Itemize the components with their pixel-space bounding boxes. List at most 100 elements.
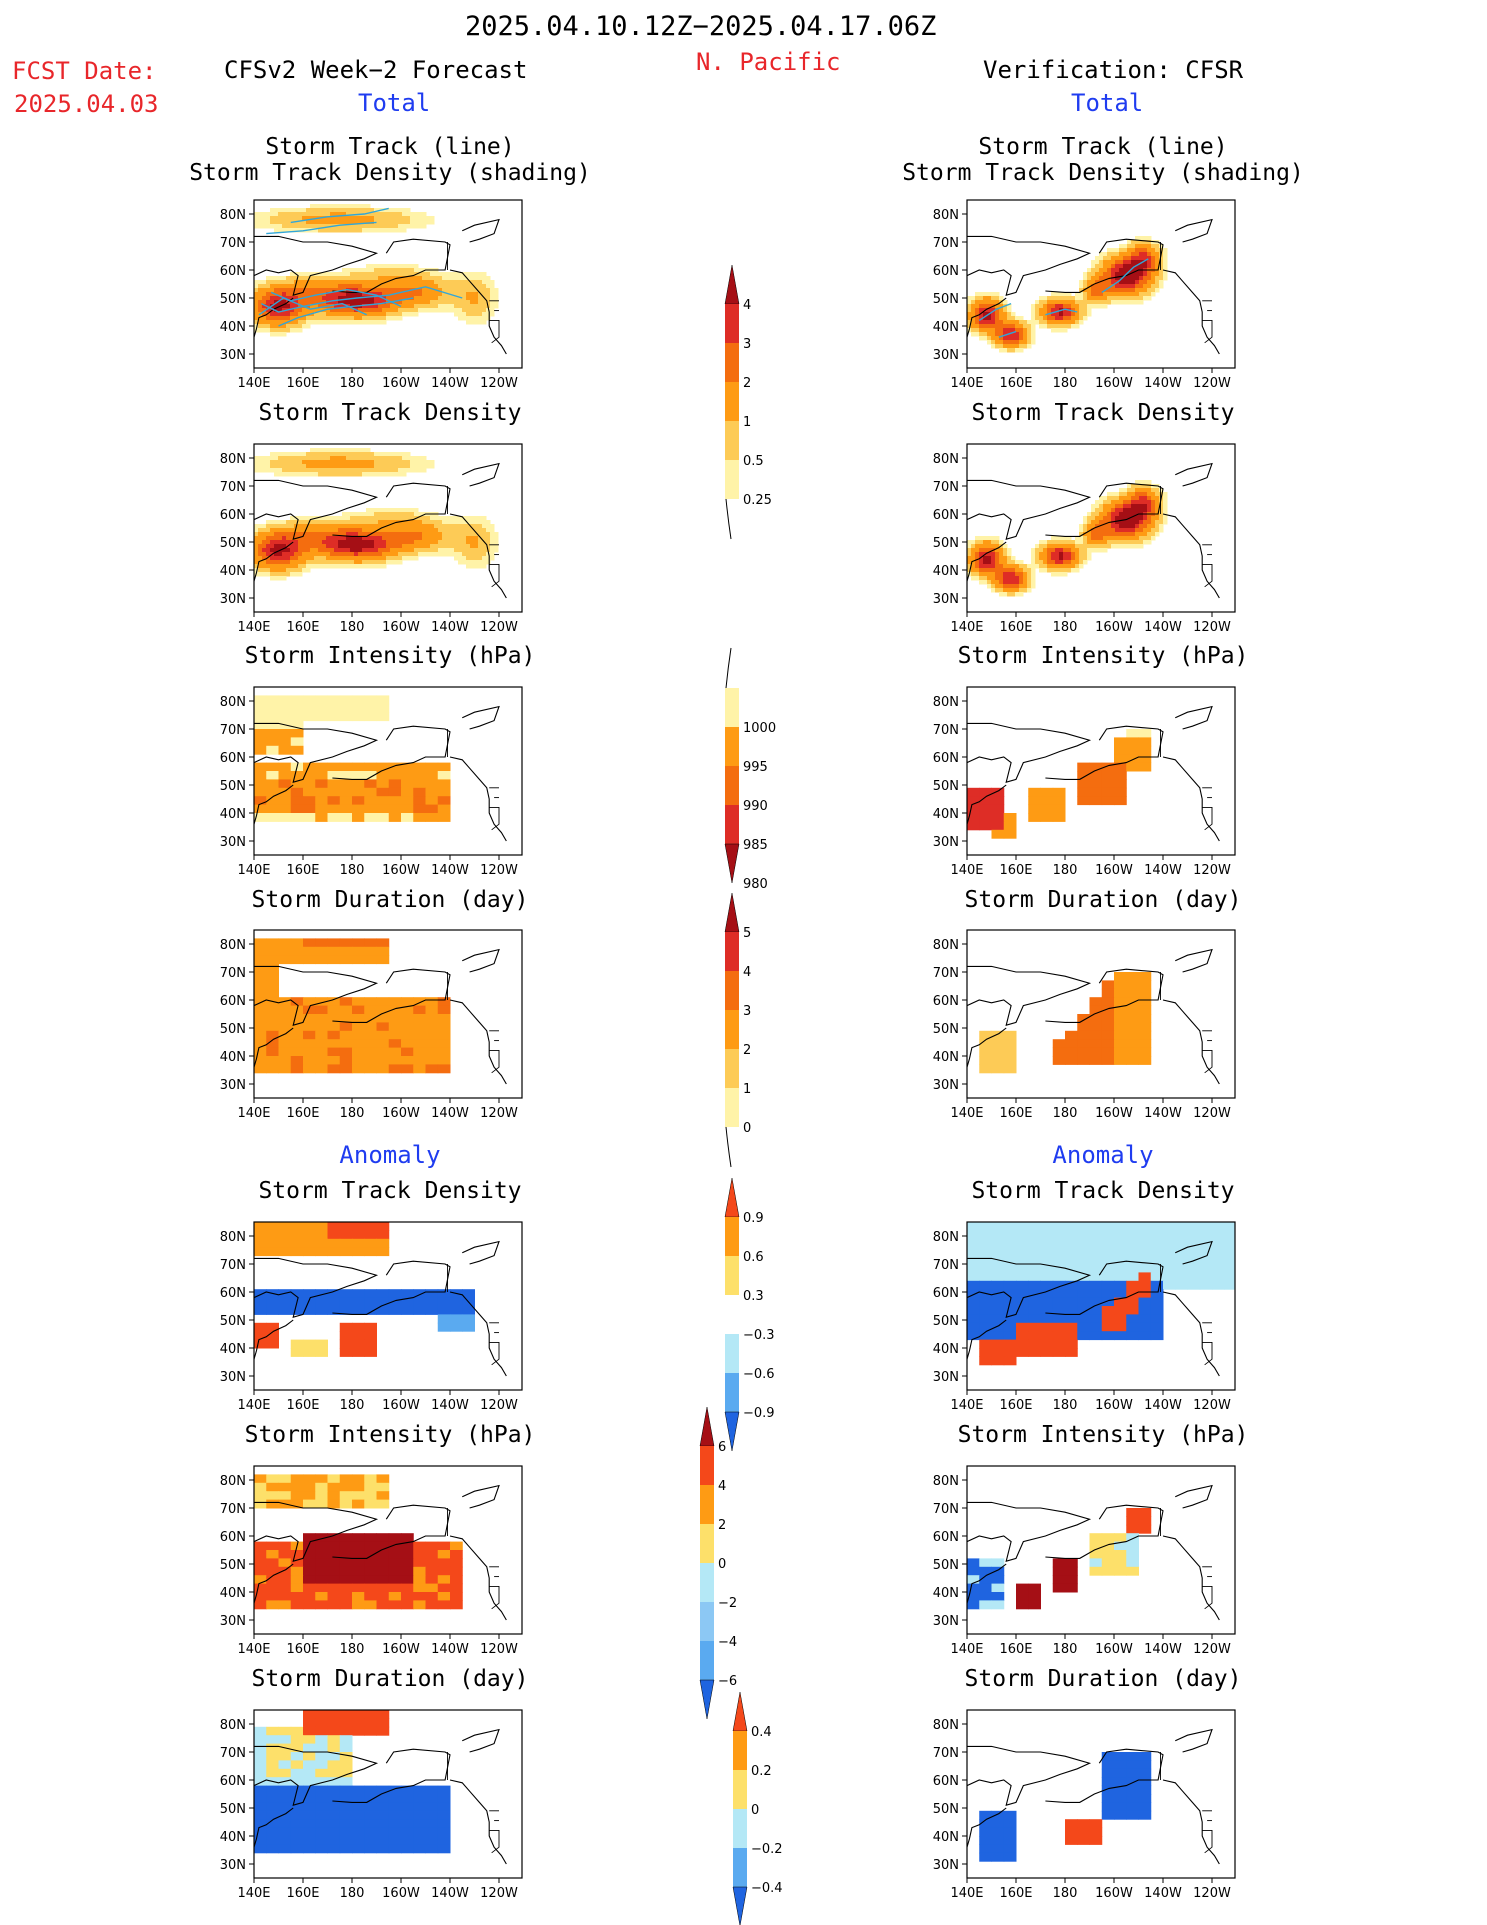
map-panel: 80N 70N 60N 50N 40N 30N 140E 160E 180 160W 140W 120…	[220, 443, 523, 635]
colorbar-label: 1	[743, 1082, 751, 1097]
right-anomaly-label: Anomaly	[1052, 1141, 1154, 1169]
lat-tick-label: 70N	[220, 236, 246, 251]
lon-tick-label: 180	[340, 1642, 365, 1657]
lat-tick-label: 70N	[220, 1746, 246, 1761]
lon-tick-label: 140E	[950, 620, 983, 635]
lon-tick-label: 160E	[286, 1886, 319, 1901]
lon-tick-label: 120W	[480, 1642, 518, 1657]
map-panel: 80N 70N 60N 50N 40N 30N 140E 160E 180 160W 140W 120…	[220, 929, 523, 1121]
lat-tick-label: 60N	[933, 751, 959, 766]
lon-tick-label: 140W	[1144, 1642, 1182, 1657]
lon-tick-label: 160W	[382, 1886, 420, 1901]
lon-tick-label: 160E	[999, 620, 1032, 635]
colorbar: 5 4 3 2 1 0	[724, 892, 751, 1168]
lat-tick-label: 60N	[933, 264, 959, 279]
lon-tick-label: 120W	[1193, 1398, 1231, 1413]
lon-tick-label: 160W	[1095, 1886, 1133, 1901]
lat-tick-label: 30N	[933, 1370, 959, 1385]
lat-tick-label: 70N	[933, 723, 959, 738]
lon-tick-label: 140W	[1144, 1886, 1182, 1901]
lon-tick-label: 120W	[1193, 376, 1231, 391]
lon-tick-label: 120W	[1193, 1642, 1231, 1657]
lat-tick-label: 30N	[933, 835, 959, 850]
colorbar-label: 4	[743, 298, 751, 313]
lon-tick-label: 160W	[1095, 376, 1133, 391]
lat-tick-label: 80N	[933, 1230, 959, 1245]
colorbar-label: 4	[743, 965, 751, 980]
lat-tick-label: 70N	[220, 723, 246, 738]
lon-tick-label: 140E	[950, 1106, 983, 1121]
lat-tick-label: 40N	[220, 1050, 246, 1065]
lon-tick-label: 140E	[950, 376, 983, 391]
lat-tick-label: 50N	[220, 536, 246, 551]
lat-tick-label: 40N	[220, 1586, 246, 1601]
lon-tick-label: 120W	[480, 376, 518, 391]
lat-tick-label: 80N	[220, 1230, 246, 1245]
colorbar-label: 990	[743, 799, 768, 814]
colorbar-label: 0.25	[743, 493, 772, 508]
panel-title: Storm Track Density	[258, 400, 522, 426]
lon-tick-label: 140E	[950, 1642, 983, 1657]
lat-tick-label: 50N	[933, 1314, 959, 1329]
lat-tick-label: 30N	[220, 1858, 246, 1873]
lon-tick-label: 160E	[286, 1642, 319, 1657]
colorbar: 0.4 0.2 0 −0.2 −0.4	[732, 1691, 783, 1925]
right-total-label: Total	[1071, 89, 1144, 117]
colorbar-label: 0.2	[751, 1764, 772, 1779]
lon-tick-label: 120W	[1193, 1886, 1231, 1901]
lon-tick-label: 140E	[950, 1398, 983, 1413]
panel-title: Storm Track (line)	[265, 134, 515, 160]
lon-tick-label: 140W	[1144, 376, 1182, 391]
lon-tick-label: 120W	[480, 863, 518, 878]
lat-tick-label: 40N	[933, 564, 959, 579]
lat-tick-label: 60N	[220, 264, 246, 279]
lat-tick-label: 30N	[220, 1614, 246, 1629]
lon-tick-label: 140E	[237, 1106, 270, 1121]
lat-tick-label: 40N	[220, 1830, 246, 1845]
lon-tick-label: 160W	[1095, 620, 1133, 635]
colorbar-label: 0	[743, 1121, 751, 1136]
lat-tick-label: 80N	[220, 452, 246, 467]
lat-tick-label: 50N	[933, 1022, 959, 1037]
colorbar-label: 5	[743, 926, 751, 941]
lon-tick-label: 180	[340, 1886, 365, 1901]
lat-tick-label: 60N	[220, 508, 246, 523]
colorbar-label: −2	[718, 1596, 737, 1611]
lon-tick-label: 140E	[237, 1642, 270, 1657]
map-panel: 80N 70N 60N 50N 40N 30N 140E 160E 180 160W 140W 120…	[220, 1221, 523, 1413]
lon-tick-label: 140E	[237, 1886, 270, 1901]
fcst-date-label: FCST Date:	[12, 57, 157, 85]
colorbar: 0.9 0.6 0.3 −0.3 −0.6 −0.9	[724, 1177, 775, 1452]
lon-tick-label: 140W	[1144, 863, 1182, 878]
lon-tick-label: 180	[1053, 1106, 1078, 1121]
map-panel: 80N 70N 60N 50N 40N 30N 140E 160E 180 160W 140W 120…	[933, 1465, 1236, 1657]
panel-title: Storm Track Density	[971, 1178, 1235, 1204]
lon-tick-label: 180	[1053, 1642, 1078, 1657]
region-title: N. Pacific	[696, 48, 841, 76]
lat-tick-label: 50N	[933, 1558, 959, 1573]
colorbar: 6 4 2 0 −2 −4 −6	[699, 1406, 737, 1720]
lon-tick-label: 140E	[950, 863, 983, 878]
panel-title: Storm Duration (day)	[964, 1666, 1242, 1692]
map-panel: 80N 70N 60N 50N 40N 30N 140E 160E 180 160W 140W 120…	[933, 929, 1236, 1121]
lon-tick-label: 140W	[431, 863, 469, 878]
lon-tick-label: 160W	[382, 1398, 420, 1413]
lon-tick-label: 120W	[480, 1106, 518, 1121]
colorbar-label: 0	[751, 1803, 759, 1818]
panel-title: Storm Intensity (hPa)	[244, 643, 536, 669]
lat-tick-label: 50N	[933, 292, 959, 307]
lon-tick-label: 120W	[480, 1886, 518, 1901]
lat-tick-label: 80N	[933, 208, 959, 223]
panel-title: Storm Track Density (shading)	[902, 160, 1304, 186]
lat-tick-label: 70N	[220, 480, 246, 495]
lat-tick-label: 70N	[220, 1502, 246, 1517]
map-panel: 80N 70N 60N 50N 40N 30N 140E 160E 180 160W 140W 120…	[933, 686, 1236, 878]
lon-tick-label: 160W	[382, 1106, 420, 1121]
lat-tick-label: 80N	[933, 1474, 959, 1489]
panel-title: Storm Intensity (hPa)	[957, 643, 1249, 669]
colorbar-label: 4	[718, 1479, 726, 1494]
map-panel: 80N 70N 60N 50N 40N 30N 140E 160E 180 160W 140W 120…	[933, 199, 1236, 391]
map-panel: 80N 70N 60N 50N 40N 30N 140E 160E 180 160W 140W 120…	[933, 1221, 1236, 1413]
lat-tick-label: 30N	[933, 1614, 959, 1629]
colorbar-label: −0.2	[751, 1842, 783, 1857]
